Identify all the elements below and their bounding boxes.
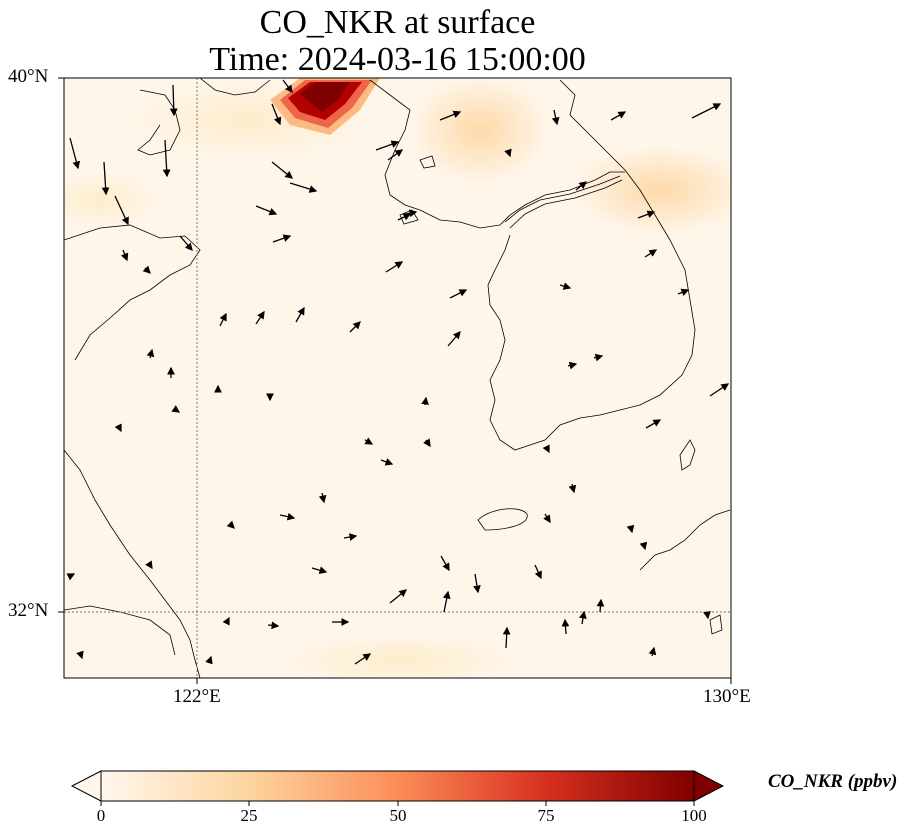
wind-arrow — [255, 205, 278, 216]
wind-arrow — [271, 103, 282, 126]
wind-vectors — [66, 79, 730, 665]
wind-arrow — [709, 383, 730, 397]
wind-arrow — [289, 182, 318, 193]
wind-arrow — [114, 423, 122, 433]
wind-arrow — [502, 626, 511, 649]
wind-arrow — [559, 282, 572, 290]
wind-arrow — [101, 161, 110, 196]
colorbar-label: CO_NKR (ppbv) — [768, 771, 898, 792]
wind-arrow — [142, 265, 151, 274]
wind-arrow — [364, 437, 374, 445]
wind-arrow — [271, 161, 294, 179]
lat-label-40: 40°N — [8, 66, 49, 87]
wind-arrow — [343, 533, 358, 541]
wind-arrow — [375, 140, 400, 151]
wind-arrow — [645, 419, 662, 429]
wind-arrow — [447, 331, 461, 347]
wind-arrow — [354, 653, 372, 665]
wind-arrow — [579, 610, 587, 625]
lon-label-130: 130°E — [703, 686, 751, 707]
wind-arrow — [567, 361, 578, 370]
colorbar-tick-25: 25 — [240, 806, 258, 825]
wind-arrow — [568, 483, 577, 494]
wind-arrow — [637, 210, 656, 219]
wind-arrow — [440, 555, 450, 572]
coastlines — [64, 78, 731, 678]
wind-arrow — [162, 139, 171, 178]
wind-arrow — [644, 249, 658, 258]
wind-arrow — [561, 618, 570, 635]
co-field — [64, 78, 731, 678]
wind-arrow — [146, 348, 155, 359]
wind-arrow — [205, 655, 213, 665]
wind-arrow — [639, 541, 648, 551]
co-hotspot — [270, 78, 380, 135]
wind-arrow — [169, 84, 178, 117]
wind-arrow — [380, 458, 394, 466]
wind-arrow — [282, 79, 293, 94]
wind-arrow — [421, 396, 429, 406]
wind-arrow — [389, 589, 408, 604]
wind-arrow — [439, 110, 462, 121]
wind-arrow — [387, 149, 404, 161]
wind-arrow — [222, 616, 230, 626]
wind-arrow — [66, 573, 76, 581]
wind-arrow — [385, 261, 404, 273]
lon-label-122: 122°E — [173, 686, 221, 707]
wind-arrow — [145, 560, 153, 570]
wind-arrow — [610, 111, 627, 121]
map-title: CO_NKR at surface — [259, 4, 536, 41]
wind-arrow — [405, 209, 418, 218]
wind-arrow — [542, 444, 550, 454]
wind-arrow — [449, 289, 468, 299]
wind-arrow — [543, 513, 551, 524]
wind-arrow — [279, 512, 296, 521]
wind-arrow — [551, 109, 560, 126]
wind-arrow — [311, 566, 328, 574]
colorbar — [70, 770, 725, 806]
wind-arrow — [295, 306, 305, 323]
map-frame — [63, 77, 732, 679]
wind-arrow — [255, 310, 265, 325]
wind-arrow — [575, 181, 588, 191]
wind-arrow — [423, 438, 431, 448]
wind-arrow — [318, 492, 327, 504]
wind-arrow — [226, 520, 235, 529]
map-time: Time: 2024-03-16 15:00:00 — [209, 41, 586, 78]
colorbar-tick-75: 75 — [537, 806, 555, 825]
lat-label-32: 32°N — [8, 600, 49, 621]
colorbar-tick-50: 50 — [389, 806, 407, 825]
wind-arrow — [69, 137, 81, 170]
wind-arrow — [504, 148, 512, 158]
wind-arrow — [677, 288, 690, 297]
wind-arrow — [76, 650, 84, 660]
wind-arrow — [648, 646, 657, 657]
wind-arrow — [349, 321, 361, 333]
wind-arrow — [691, 103, 722, 119]
wind-arrow — [534, 564, 542, 580]
wind-arrow — [272, 234, 292, 243]
wind-arrow — [179, 235, 193, 251]
wind-arrow — [703, 610, 711, 620]
wind-arrow — [267, 621, 280, 630]
wind-arrow — [219, 312, 227, 327]
colorbar-tick-100: 100 — [681, 806, 707, 825]
wind-arrow — [442, 590, 451, 613]
wind-arrow — [120, 249, 129, 262]
wind-arrow — [593, 353, 604, 362]
colorbar-tick-0: 0 — [96, 806, 106, 825]
wind-arrow — [596, 598, 605, 613]
wind-arrow — [473, 573, 481, 594]
wind-arrow — [626, 524, 635, 534]
wind-arrow — [397, 213, 412, 221]
wind-arrow — [114, 195, 129, 226]
wind-arrow — [171, 405, 181, 413]
